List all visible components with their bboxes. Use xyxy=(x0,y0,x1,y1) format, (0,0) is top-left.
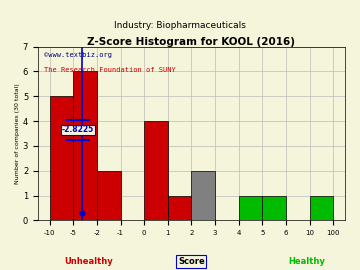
Text: Industry: Biopharmaceuticals: Industry: Biopharmaceuticals xyxy=(114,21,246,30)
Text: Score: Score xyxy=(178,257,205,266)
Bar xyxy=(192,171,215,220)
Text: -2.8225: -2.8225 xyxy=(62,125,94,134)
Text: Healthy: Healthy xyxy=(288,257,325,266)
Text: The Research Foundation of SUNY: The Research Foundation of SUNY xyxy=(44,68,176,73)
Text: Unhealthy: Unhealthy xyxy=(65,257,113,266)
Title: Z-Score Histogram for KOOL (2016): Z-Score Histogram for KOOL (2016) xyxy=(87,37,296,47)
Text: ©www.textbiz.org: ©www.textbiz.org xyxy=(44,52,112,58)
Y-axis label: Number of companies (30 total): Number of companies (30 total) xyxy=(15,83,20,184)
Bar xyxy=(97,171,121,220)
Bar xyxy=(168,195,192,220)
Bar xyxy=(144,121,168,220)
Bar xyxy=(50,96,73,220)
Bar xyxy=(310,195,333,220)
Bar xyxy=(73,72,97,220)
Bar xyxy=(239,195,262,220)
Bar xyxy=(262,195,286,220)
